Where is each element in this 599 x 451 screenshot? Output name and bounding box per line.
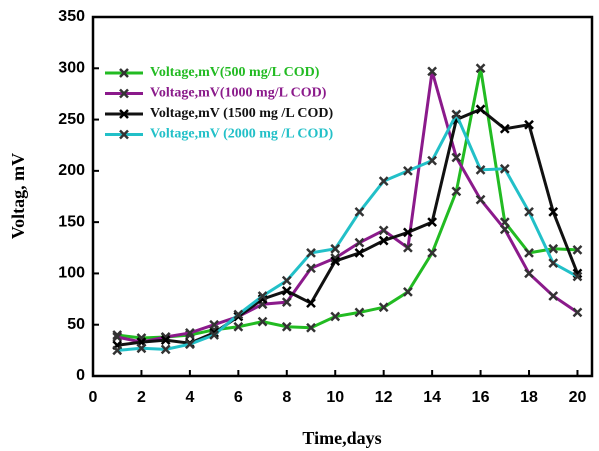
y-axis-label: Voltag, mV xyxy=(8,153,28,239)
marker xyxy=(548,243,559,254)
x-tick-label: 18 xyxy=(520,389,538,406)
marker xyxy=(209,319,220,330)
marker xyxy=(378,225,389,236)
legend-label: Voltage,mV(500 mg/L COD) xyxy=(150,65,320,80)
marker xyxy=(499,123,510,134)
marker xyxy=(306,263,316,274)
x-tick-label: 16 xyxy=(472,389,490,406)
plot-frame xyxy=(91,15,594,378)
marker xyxy=(524,248,534,258)
marker xyxy=(233,321,244,332)
x-tick-label: 14 xyxy=(423,389,441,406)
marker xyxy=(119,68,129,78)
marker xyxy=(378,235,389,246)
marker xyxy=(257,291,268,301)
marker xyxy=(524,119,534,130)
marker xyxy=(475,104,486,115)
x-tick-label: 12 xyxy=(375,389,393,406)
marker xyxy=(548,207,559,217)
marker xyxy=(136,343,147,354)
marker xyxy=(119,109,129,119)
legend-label: Voltage,mV(1000 mg/L COD) xyxy=(150,86,327,101)
y-tick-label: 50 xyxy=(67,316,85,333)
marker xyxy=(112,345,123,356)
legend-label: Voltage,mV (1500 mg /L COD) xyxy=(150,106,334,121)
marker xyxy=(451,152,462,163)
marker xyxy=(354,207,365,217)
marker xyxy=(427,66,438,77)
marker xyxy=(281,321,292,332)
x-tick-label: 6 xyxy=(234,389,243,406)
marker xyxy=(499,163,510,174)
marker xyxy=(306,298,316,309)
series-line xyxy=(117,110,579,352)
y-tick-label: 150 xyxy=(58,213,85,230)
marker xyxy=(475,194,486,205)
y-tick-label: 200 xyxy=(58,162,85,179)
marker xyxy=(548,258,559,269)
x-tick-label: 4 xyxy=(185,389,194,406)
x-tick-label: 0 xyxy=(89,389,98,406)
marker xyxy=(281,275,292,286)
marker xyxy=(378,302,389,313)
marker xyxy=(306,322,316,333)
marker xyxy=(160,344,171,355)
marker xyxy=(572,307,583,318)
marker xyxy=(572,271,583,282)
marker xyxy=(330,243,341,254)
legend-label: Voltage,mV (2000 mg /L COD) xyxy=(150,127,334,142)
marker xyxy=(330,256,341,267)
marker xyxy=(475,63,486,74)
marker xyxy=(160,335,171,345)
marker xyxy=(330,311,341,322)
x-tick-label: 20 xyxy=(569,389,587,406)
marker xyxy=(119,129,129,140)
marker xyxy=(427,155,438,166)
y-tick-label: 300 xyxy=(58,60,85,77)
marker xyxy=(281,297,292,308)
marker xyxy=(451,186,462,197)
marker xyxy=(427,248,438,258)
marker xyxy=(548,291,559,301)
marker xyxy=(403,242,413,253)
marker xyxy=(354,307,365,318)
marker xyxy=(524,268,534,279)
marker xyxy=(403,165,413,176)
series-line xyxy=(116,70,579,344)
y-tick-label: 0 xyxy=(76,367,85,384)
marker xyxy=(499,224,510,235)
marker xyxy=(451,109,462,120)
marker xyxy=(354,248,365,258)
y-tick-label: 250 xyxy=(58,111,85,128)
x-tick-label: 2 xyxy=(137,389,146,406)
marker xyxy=(378,176,389,186)
marker xyxy=(233,309,244,320)
marker xyxy=(185,339,195,350)
y-tick-label: 100 xyxy=(58,265,85,282)
marker xyxy=(185,328,195,338)
x-axis-label: Time,days xyxy=(302,428,381,448)
marker xyxy=(112,332,123,342)
marker xyxy=(209,330,220,340)
x-tick-label: 10 xyxy=(326,389,344,406)
y-tick-label: 350 xyxy=(58,8,85,25)
marker xyxy=(403,287,413,297)
x-tick-label: 8 xyxy=(282,389,291,406)
marker xyxy=(354,237,365,248)
marker xyxy=(524,207,534,217)
series-line xyxy=(117,67,578,340)
marker xyxy=(427,217,438,228)
marker xyxy=(119,88,129,99)
marker xyxy=(572,244,583,255)
marker xyxy=(257,316,268,327)
marker xyxy=(281,285,292,296)
marker xyxy=(403,227,413,238)
marker xyxy=(475,164,486,175)
marker xyxy=(306,248,316,258)
